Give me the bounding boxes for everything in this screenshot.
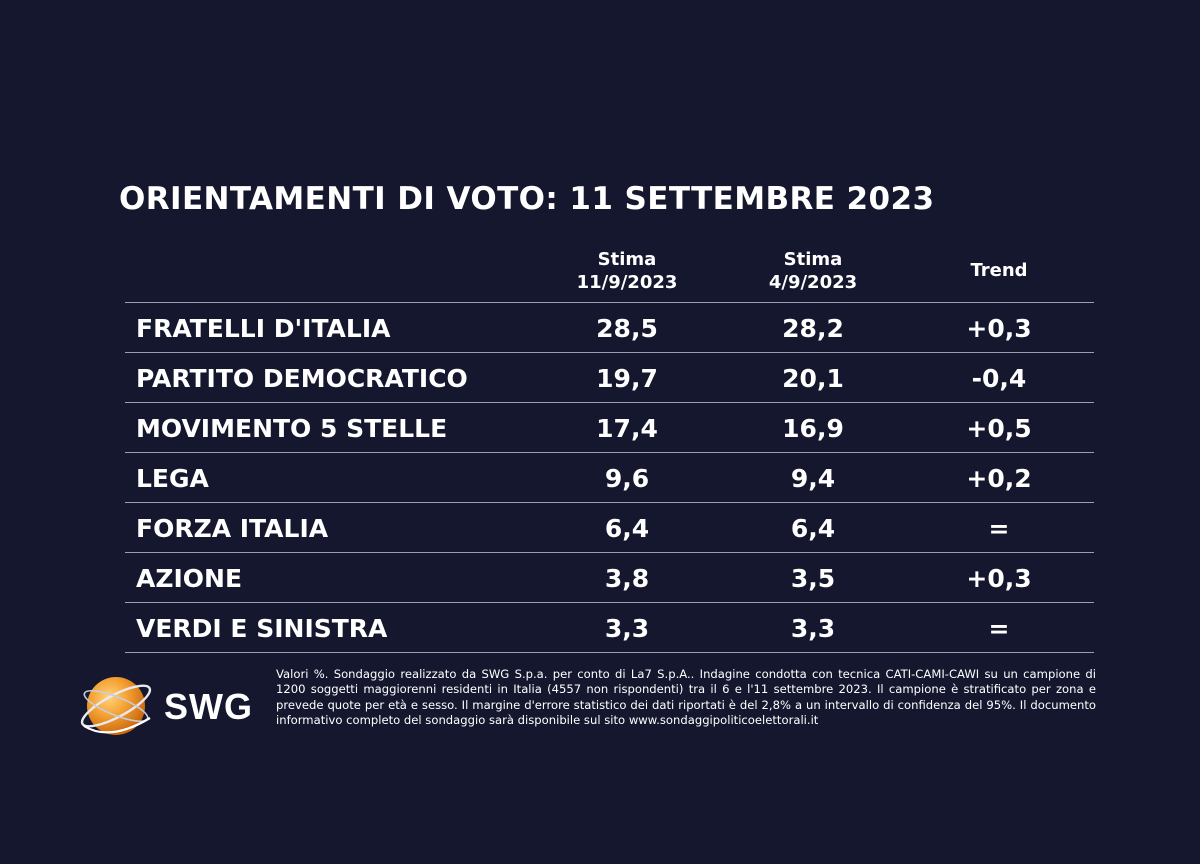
trend-value: = (988, 514, 1010, 543)
stima-4-9-value: 3,3 (790, 614, 836, 643)
stima-11-9-value: 9,6 (604, 464, 650, 493)
stima-11-9-value: 17,4 (596, 414, 658, 443)
poll-table: FRATELLI D'ITALIA 28,5 28,2 +0,3 PARTITO… (125, 302, 1094, 653)
stima-4-9-value: 28,2 (782, 314, 844, 343)
column-header-line: Stima (597, 249, 657, 270)
party-name: PARTITO DEMOCRATICO (136, 364, 468, 393)
chart-title: ORIENTAMENTI DI VOTO: 11 SETTEMBRE 2023 (119, 181, 935, 217)
stima-4-9-value: 20,1 (782, 364, 844, 393)
swg-globe-logo-icon (80, 677, 152, 735)
trend-value: +0,3 (966, 564, 1032, 593)
stima-11-9-value: 28,5 (596, 314, 658, 343)
trend-value: -0,4 (971, 364, 1027, 393)
trend-value: +0,5 (966, 414, 1032, 443)
column-header-date: 11/9/2023 (576, 272, 678, 293)
column-header-line: Stima (783, 249, 843, 270)
column-header-date: 4/9/2023 (768, 272, 858, 293)
stima-4-9-value: 16,9 (782, 414, 844, 443)
table-row: AZIONE 3,8 3,5 +0,3 (125, 553, 1094, 603)
trend-value: +0,2 (966, 464, 1032, 493)
stima-4-9-value: 6,4 (790, 514, 836, 543)
stima-11-9-value: 6,4 (604, 514, 650, 543)
party-name: AZIONE (136, 564, 243, 593)
party-name: FORZA ITALIA (136, 514, 329, 543)
table-row: FRATELLI D'ITALIA 28,5 28,2 +0,3 (125, 303, 1094, 353)
table-row: LEGA 9,6 9,4 +0,2 (125, 453, 1094, 503)
stima-11-9-value: 3,8 (604, 564, 650, 593)
trend-value: = (988, 614, 1010, 643)
column-header-line: Trend (970, 260, 1028, 281)
table-row: PARTITO DEMOCRATICO 19,7 20,1 -0,4 (125, 353, 1094, 403)
column-header-stima-11-9: Stima 11/9/2023 (527, 248, 727, 294)
trend-value: +0,3 (966, 314, 1032, 343)
stima-4-9-value: 9,4 (790, 464, 836, 493)
stima-11-9-value: 19,7 (596, 364, 658, 393)
swg-logo: SWG (70, 668, 270, 748)
column-header-trend: Trend (899, 259, 1099, 282)
party-name: VERDI E SINISTRA (136, 614, 388, 643)
stima-11-9-value: 3,3 (604, 614, 650, 643)
table-row: FORZA ITALIA 6,4 6,4 = (125, 503, 1094, 553)
column-header-stima-4-9: Stima 4/9/2023 (713, 248, 913, 294)
party-name: FRATELLI D'ITALIA (136, 314, 391, 343)
swg-logo-text: SWG (164, 686, 253, 727)
methodology-footnote: Valori %. Sondaggio realizzato da SWG S.… (276, 667, 1096, 728)
table-row: VERDI E SINISTRA 3,3 3,3 = (125, 603, 1094, 653)
stima-4-9-value: 3,5 (790, 564, 836, 593)
party-name: MOVIMENTO 5 STELLE (136, 414, 448, 443)
table-row: MOVIMENTO 5 STELLE 17,4 16,9 +0,5 (125, 403, 1094, 453)
party-name: LEGA (136, 464, 209, 493)
